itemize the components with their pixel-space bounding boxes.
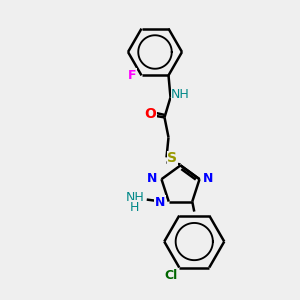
Text: O: O (145, 107, 156, 122)
Text: N: N (154, 196, 165, 209)
Text: S: S (167, 152, 178, 165)
Text: NH: NH (171, 88, 190, 101)
Text: N: N (203, 172, 214, 185)
Text: NH: NH (125, 191, 144, 204)
Text: H: H (130, 201, 140, 214)
Text: N: N (147, 172, 158, 185)
Text: F: F (128, 69, 137, 82)
Text: Cl: Cl (165, 269, 178, 282)
